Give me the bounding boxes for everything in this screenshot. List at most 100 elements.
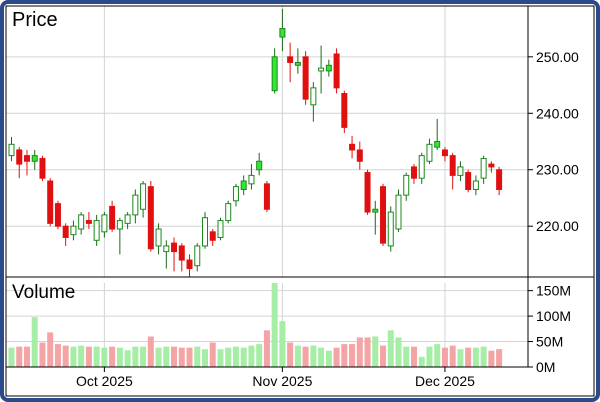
volume-bar xyxy=(232,346,239,367)
price-tick-label: 250.00 xyxy=(536,49,579,65)
candle-body xyxy=(101,214,108,233)
volume-bar xyxy=(78,345,85,367)
price-tick-label: 230.00 xyxy=(536,162,579,178)
candle-body xyxy=(294,61,301,66)
volume-bar xyxy=(101,347,108,367)
candle xyxy=(54,200,61,230)
candle-body xyxy=(434,141,441,148)
candle-body xyxy=(410,166,417,179)
volume-bar xyxy=(62,345,69,367)
volume-bar xyxy=(217,349,224,367)
candle-body xyxy=(263,183,270,210)
x-tick-label: Oct 2025 xyxy=(76,373,133,389)
volume-bar xyxy=(480,346,487,367)
candle-body xyxy=(240,180,247,190)
volume-tick-label: 50M xyxy=(536,334,563,350)
candle-body xyxy=(325,64,332,72)
candle-body xyxy=(225,203,232,222)
volume-bar xyxy=(418,356,425,367)
candle-body xyxy=(480,157,487,179)
candle xyxy=(8,136,15,162)
volume-bar xyxy=(457,349,464,367)
volume-bar xyxy=(349,344,356,367)
candle-body xyxy=(496,169,503,190)
candle-body xyxy=(78,214,85,230)
volume-bar xyxy=(248,345,255,367)
volume-bar xyxy=(333,347,340,367)
candles xyxy=(8,8,503,277)
candle-body xyxy=(457,166,464,176)
candle xyxy=(217,217,224,241)
candle-body xyxy=(279,28,286,38)
price-tick-label: 220.00 xyxy=(536,218,579,234)
volume-bar xyxy=(23,346,30,367)
candle xyxy=(39,155,46,182)
candle-body xyxy=(287,56,294,63)
candle xyxy=(434,118,441,150)
volume-bar xyxy=(310,345,317,367)
candle xyxy=(140,181,147,218)
candle-body xyxy=(395,194,402,230)
candle-body xyxy=(271,56,278,92)
volume-bar xyxy=(325,350,332,367)
candle-body xyxy=(178,245,185,261)
price-tick-label: 240.00 xyxy=(536,105,579,121)
candle xyxy=(171,237,178,272)
candle xyxy=(202,212,208,249)
candle xyxy=(410,164,417,184)
volume-bar xyxy=(426,346,433,367)
candle xyxy=(349,135,356,159)
candle xyxy=(232,183,239,207)
candle-body xyxy=(62,225,69,238)
candle xyxy=(163,240,170,269)
candle-body xyxy=(441,149,448,157)
candle xyxy=(78,212,85,235)
candle-body xyxy=(186,259,193,270)
x-tick-label: Dec 2025 xyxy=(415,373,475,389)
candle-body xyxy=(39,157,46,179)
candle-body xyxy=(194,245,201,267)
candle xyxy=(62,223,69,246)
volume-bar xyxy=(294,345,301,367)
volume-bar xyxy=(163,346,170,367)
volume-bar xyxy=(140,346,147,367)
volume-bar xyxy=(279,321,286,367)
candle-body xyxy=(31,155,38,162)
candle xyxy=(403,172,410,201)
candle xyxy=(480,155,487,184)
volume-bar xyxy=(16,346,23,367)
volume-bar xyxy=(488,350,495,367)
candle-body xyxy=(171,242,178,253)
candle-body xyxy=(403,174,410,196)
volume-bar xyxy=(171,346,178,367)
volume-y-ticks: 150M 100M 50M 0M xyxy=(528,283,571,375)
candle-body xyxy=(465,172,472,190)
candle xyxy=(472,175,479,196)
candle xyxy=(93,214,100,246)
candle-body xyxy=(93,220,100,241)
candle xyxy=(279,8,286,52)
volume-bar xyxy=(116,347,123,367)
volume-bar xyxy=(31,317,38,367)
candle xyxy=(256,152,263,176)
volume-bar xyxy=(194,346,201,367)
candle-body xyxy=(418,155,425,179)
candle-body xyxy=(217,220,224,238)
candle-body xyxy=(16,149,23,165)
candle xyxy=(325,59,332,77)
candle xyxy=(449,152,456,190)
candle xyxy=(70,220,77,241)
volume-bar xyxy=(395,337,402,367)
volume-bar xyxy=(287,342,294,367)
candle xyxy=(457,161,464,182)
candle xyxy=(23,149,30,176)
volume-bar xyxy=(124,350,131,367)
candle-body xyxy=(248,174,255,185)
volume-bar xyxy=(380,345,387,367)
candle-body xyxy=(426,143,433,162)
volume-bar xyxy=(155,347,162,367)
volume-bar xyxy=(256,344,263,367)
